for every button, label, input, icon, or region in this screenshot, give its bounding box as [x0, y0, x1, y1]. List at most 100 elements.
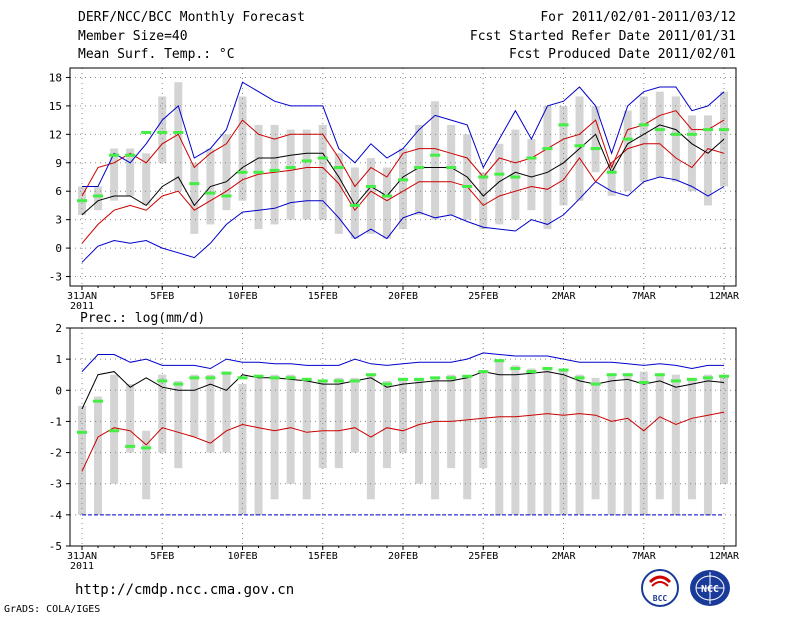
ytick-label-p0: 0: [55, 242, 62, 255]
median-p1-29: [542, 366, 553, 370]
median-p0-35: [638, 123, 649, 127]
ytick-label-p1: -2: [49, 447, 62, 460]
box-p1-32: [591, 377, 600, 500]
box-p0-23: [447, 124, 456, 215]
svg-text:NCC: NCC: [701, 584, 719, 595]
xtick-label-p0: 12MAR: [709, 291, 740, 302]
box-p0-5: [158, 96, 167, 163]
median-p1-18: [365, 373, 376, 377]
median-p0-11: [253, 170, 264, 174]
median-p1-30: [558, 368, 569, 372]
forecast-produced-date: Fcst Produced Date 2011/02/01: [509, 47, 736, 62]
box-p0-21: [415, 124, 424, 215]
xtick-label-p1: 10FEB: [227, 551, 257, 562]
box-p1-39: [703, 374, 712, 515]
box-p1-13: [286, 374, 295, 484]
xtick-label-p0: 31JAN: [67, 291, 97, 302]
median-p0-36: [654, 128, 665, 132]
box-p0-36: [655, 91, 664, 177]
median-p1-38: [686, 377, 697, 381]
box-p1-37: [671, 374, 680, 515]
line-mean-p0: [81, 124, 725, 216]
box-p0-34: [623, 110, 632, 192]
xtick-label-p0: 5FEB: [150, 291, 174, 302]
box-p0-6: [174, 82, 183, 192]
median-p0-26: [494, 172, 505, 176]
xtick-label-p1: 2011: [70, 561, 94, 572]
box-p1-8: [206, 374, 215, 453]
xtick-label-p0: 10FEB: [227, 291, 257, 302]
box-p1-30: [559, 368, 568, 515]
median-p0-21: [414, 166, 425, 170]
xtick-label-p1: 5FEB: [150, 551, 174, 562]
box-p1-33: [607, 374, 616, 515]
box-p1-40: [720, 374, 728, 484]
ytick-label-p0: 12: [49, 128, 62, 141]
forecast-start-date: Fcst Started Refer Date 2011/01/31: [469, 29, 736, 44]
xtick-label-p1: 25FEB: [468, 551, 498, 562]
box-p1-14: [302, 377, 311, 500]
box-p0-35: [639, 96, 648, 182]
median-p1-23: [446, 376, 457, 380]
median-p0-39: [702, 128, 713, 132]
ytick-label-p1: -4: [49, 509, 63, 522]
ytick-label-p1: -1: [49, 415, 62, 428]
median-p0-27: [510, 175, 521, 179]
svg-text:BCC: BCC: [653, 594, 668, 603]
box-p1-31: [575, 374, 584, 515]
median-p1-21: [414, 377, 425, 381]
box-p0-9: [222, 134, 231, 211]
xtick-label-p1: 15FEB: [308, 551, 338, 562]
median-p1-15: [317, 379, 328, 383]
median-p1-24: [462, 374, 473, 378]
box-p0-16: [334, 153, 343, 234]
box-p1-1: [94, 396, 103, 515]
box-p0-1: [94, 186, 103, 211]
box-p0-19: [382, 167, 391, 239]
box-p1-12: [270, 374, 279, 500]
box-p0-26: [495, 143, 504, 225]
median-p0-10: [237, 170, 248, 174]
box-p0-32: [591, 105, 600, 173]
median-p0-15: [317, 156, 328, 160]
xtick-label-p1: 20FEB: [388, 551, 418, 562]
median-p1-12: [269, 376, 280, 380]
box-p1-21: [415, 377, 424, 484]
median-p1-33: [606, 373, 617, 377]
box-p1-7: [190, 374, 199, 437]
variable-label-temp: Mean Surf. Temp.: °C: [78, 47, 235, 62]
box-p1-16: [334, 377, 343, 469]
ytick-label-p0: 9: [55, 157, 62, 170]
xtick-label-p0: 7MAR: [632, 291, 657, 302]
ytick-label-p1: 1: [55, 353, 62, 366]
line-p10-p0: [81, 110, 725, 197]
median-p1-4: [141, 446, 152, 450]
median-p1-20: [398, 377, 408, 381]
footer-url[interactable]: http://cmdp.ncc.cma.gov.cn: [75, 582, 295, 598]
median-p0-38: [686, 132, 697, 136]
median-p0-2: [109, 153, 120, 157]
line-mean-p1: [81, 371, 725, 410]
box-p0-4: [142, 153, 151, 206]
ytick-label-p0: 6: [55, 185, 62, 198]
box-p1-2: [110, 374, 119, 484]
xtick-label-p1: 12MAR: [709, 551, 740, 562]
box-p0-2: [110, 148, 119, 201]
median-p0-20: [398, 178, 408, 182]
box-p0-33: [607, 162, 616, 196]
box-p1-3: [126, 384, 135, 453]
median-p0-3: [125, 153, 136, 157]
median-p0-8: [205, 191, 216, 195]
median-p0-5: [157, 130, 168, 134]
box-p1-24: [463, 377, 472, 500]
box-p1-36: [655, 374, 664, 500]
box-p1-11: [254, 374, 263, 515]
median-p1-37: [670, 379, 681, 383]
box-p0-3: [126, 148, 135, 196]
median-p0-30: [558, 123, 569, 127]
ytick-label-p1: -3: [49, 478, 62, 491]
median-p1-0: [77, 430, 87, 434]
median-p0-33: [606, 170, 617, 174]
box-p0-30: [559, 105, 568, 206]
